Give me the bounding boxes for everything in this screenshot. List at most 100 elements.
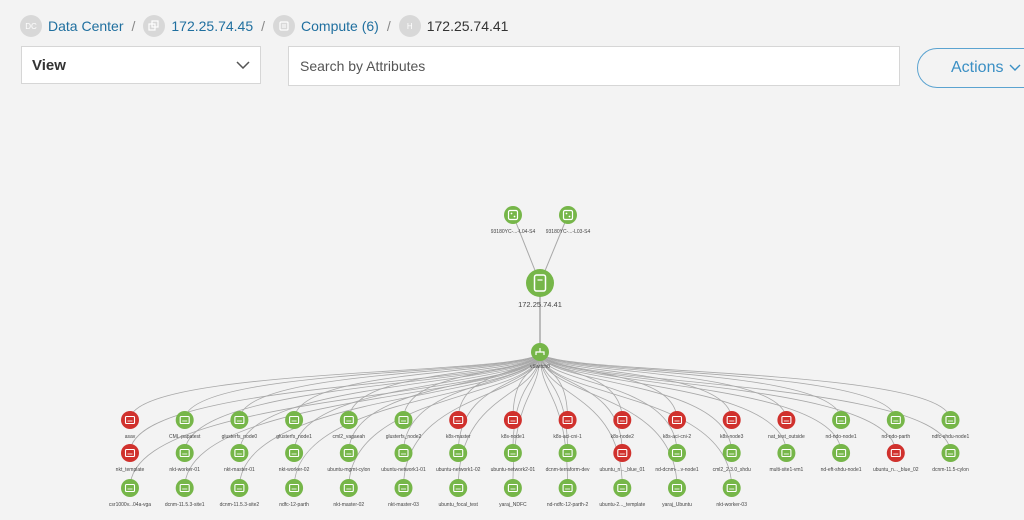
vm-node[interactable] [394, 444, 413, 462]
vm-node-circle [285, 411, 304, 429]
vm-icon [398, 448, 409, 458]
switch-node-circle [504, 206, 522, 224]
breadcrumb-current-label: 172.25.74.41 [426, 18, 509, 34]
switch-node[interactable] [559, 206, 577, 224]
vm-node-circle [230, 444, 249, 462]
vm-node[interactable] [941, 444, 960, 462]
vm-node[interactable] [777, 411, 796, 429]
vm-label: nkt-master-02 [333, 502, 364, 508]
vm-node[interactable] [449, 479, 468, 497]
breadcrumb-item-data-center[interactable]: DC Data Center [20, 15, 123, 37]
vm-node-circle [941, 411, 960, 429]
vm-node[interactable] [285, 411, 304, 429]
switch-node[interactable] [504, 206, 522, 224]
vm-node[interactable] [449, 411, 468, 429]
network-tree-icon [535, 348, 545, 355]
vm-node[interactable] [503, 411, 522, 429]
breadcrumb-label[interactable]: 172.25.74.45 [171, 18, 254, 34]
vm-node[interactable] [722, 411, 741, 429]
vm-node[interactable] [121, 444, 139, 462]
breadcrumb: DC Data Center / 172.25.74.45 / Compute … [20, 14, 508, 38]
vm-node[interactable] [503, 479, 522, 497]
vm-node[interactable] [394, 411, 413, 429]
vm-node[interactable] [558, 444, 577, 462]
vm-link-line [539, 351, 897, 454]
view-select[interactable]: View [21, 46, 261, 84]
vswitch-node[interactable] [531, 343, 549, 361]
vm-link-line [293, 351, 541, 489]
vm-node[interactable] [503, 444, 522, 462]
host-label: 172.25.74.41 [518, 300, 562, 309]
vm-node[interactable] [941, 411, 960, 429]
breadcrumb-item-compute[interactable]: Compute (6) [273, 15, 379, 37]
vm-node[interactable] [339, 444, 358, 462]
vm-node[interactable] [230, 479, 249, 497]
vm-icon [617, 483, 628, 493]
vm-label: ndfc-12-parth [279, 502, 309, 508]
vm-node-circle [394, 444, 413, 462]
vm-label: nd-eft-shdu-node1 [821, 467, 862, 473]
vm-node[interactable] [722, 444, 741, 462]
vm-node[interactable] [121, 411, 139, 429]
vm-node[interactable] [121, 479, 139, 497]
vm-node[interactable] [285, 444, 304, 462]
search-input[interactable] [289, 57, 899, 75]
vm-node[interactable] [668, 444, 686, 462]
vm-node-circle [613, 479, 632, 497]
vm-node-circle [121, 411, 139, 429]
vm-label: nat_test_outside [768, 434, 805, 440]
vm-node-circle [613, 411, 632, 429]
vm-label: nd-ndo-parth [881, 434, 910, 440]
vm-link-line [539, 351, 733, 454]
cluster-badge-icon [143, 15, 166, 37]
vm-node[interactable] [175, 444, 194, 462]
vm-node[interactable] [175, 411, 194, 429]
vm-node[interactable] [339, 479, 358, 497]
vm-label: ubuntu-network1-01 [381, 467, 426, 473]
vm-label: nkt-worker-03 [716, 502, 747, 508]
host-node[interactable] [526, 269, 554, 297]
vm-node[interactable] [832, 444, 851, 462]
vm-node[interactable] [285, 479, 304, 497]
vm-node[interactable] [230, 444, 249, 462]
vm-icon [343, 448, 354, 458]
vm-node[interactable] [558, 479, 577, 497]
vm-icon [836, 415, 847, 425]
search-box[interactable] [288, 46, 900, 86]
vm-node[interactable] [449, 444, 468, 462]
vm-label: k8s-node2 [611, 434, 635, 440]
vm-node[interactable] [832, 411, 851, 429]
vm-node[interactable] [394, 479, 413, 497]
vm-node-circle [230, 411, 249, 429]
vm-label: ubuntu-network2-01 [491, 467, 536, 473]
vm-link-line [293, 351, 541, 454]
vm-node[interactable] [886, 444, 905, 462]
vm-node[interactable] [668, 479, 686, 497]
breadcrumb-item-controller[interactable]: 172.25.74.45 [143, 15, 253, 37]
vm-node[interactable] [613, 479, 632, 497]
switch-label: 93180YC-...-L04-S4 [491, 229, 536, 235]
vm-label: dcnm-11.5-cylon [932, 467, 969, 473]
actions-button[interactable]: Actions [917, 48, 1024, 88]
vm-icon [671, 483, 683, 493]
compute-badge-icon [273, 15, 296, 37]
vm-node[interactable] [722, 479, 741, 497]
vm-label: csr1000v...04a-vga [109, 502, 151, 508]
vm-node[interactable] [175, 479, 194, 497]
vm-node[interactable] [886, 411, 905, 429]
vm-icon [617, 415, 628, 425]
vm-label: nd-ndfc-12-parth-2 [547, 502, 589, 508]
vm-node[interactable] [613, 444, 632, 462]
breadcrumb-label[interactable]: Data Center [48, 18, 124, 34]
vm-node-circle [121, 444, 139, 462]
vm-link-line [539, 351, 678, 454]
vm-node[interactable] [230, 411, 249, 429]
vm-node[interactable] [668, 411, 686, 429]
chevron-down-icon [1009, 59, 1021, 77]
vm-label: cml2_2.3.0_shdu [713, 467, 751, 473]
vm-node[interactable] [339, 411, 358, 429]
vm-node[interactable] [558, 411, 577, 429]
vm-node[interactable] [777, 444, 796, 462]
breadcrumb-label[interactable]: Compute (6) [301, 18, 379, 34]
vm-node[interactable] [613, 411, 632, 429]
